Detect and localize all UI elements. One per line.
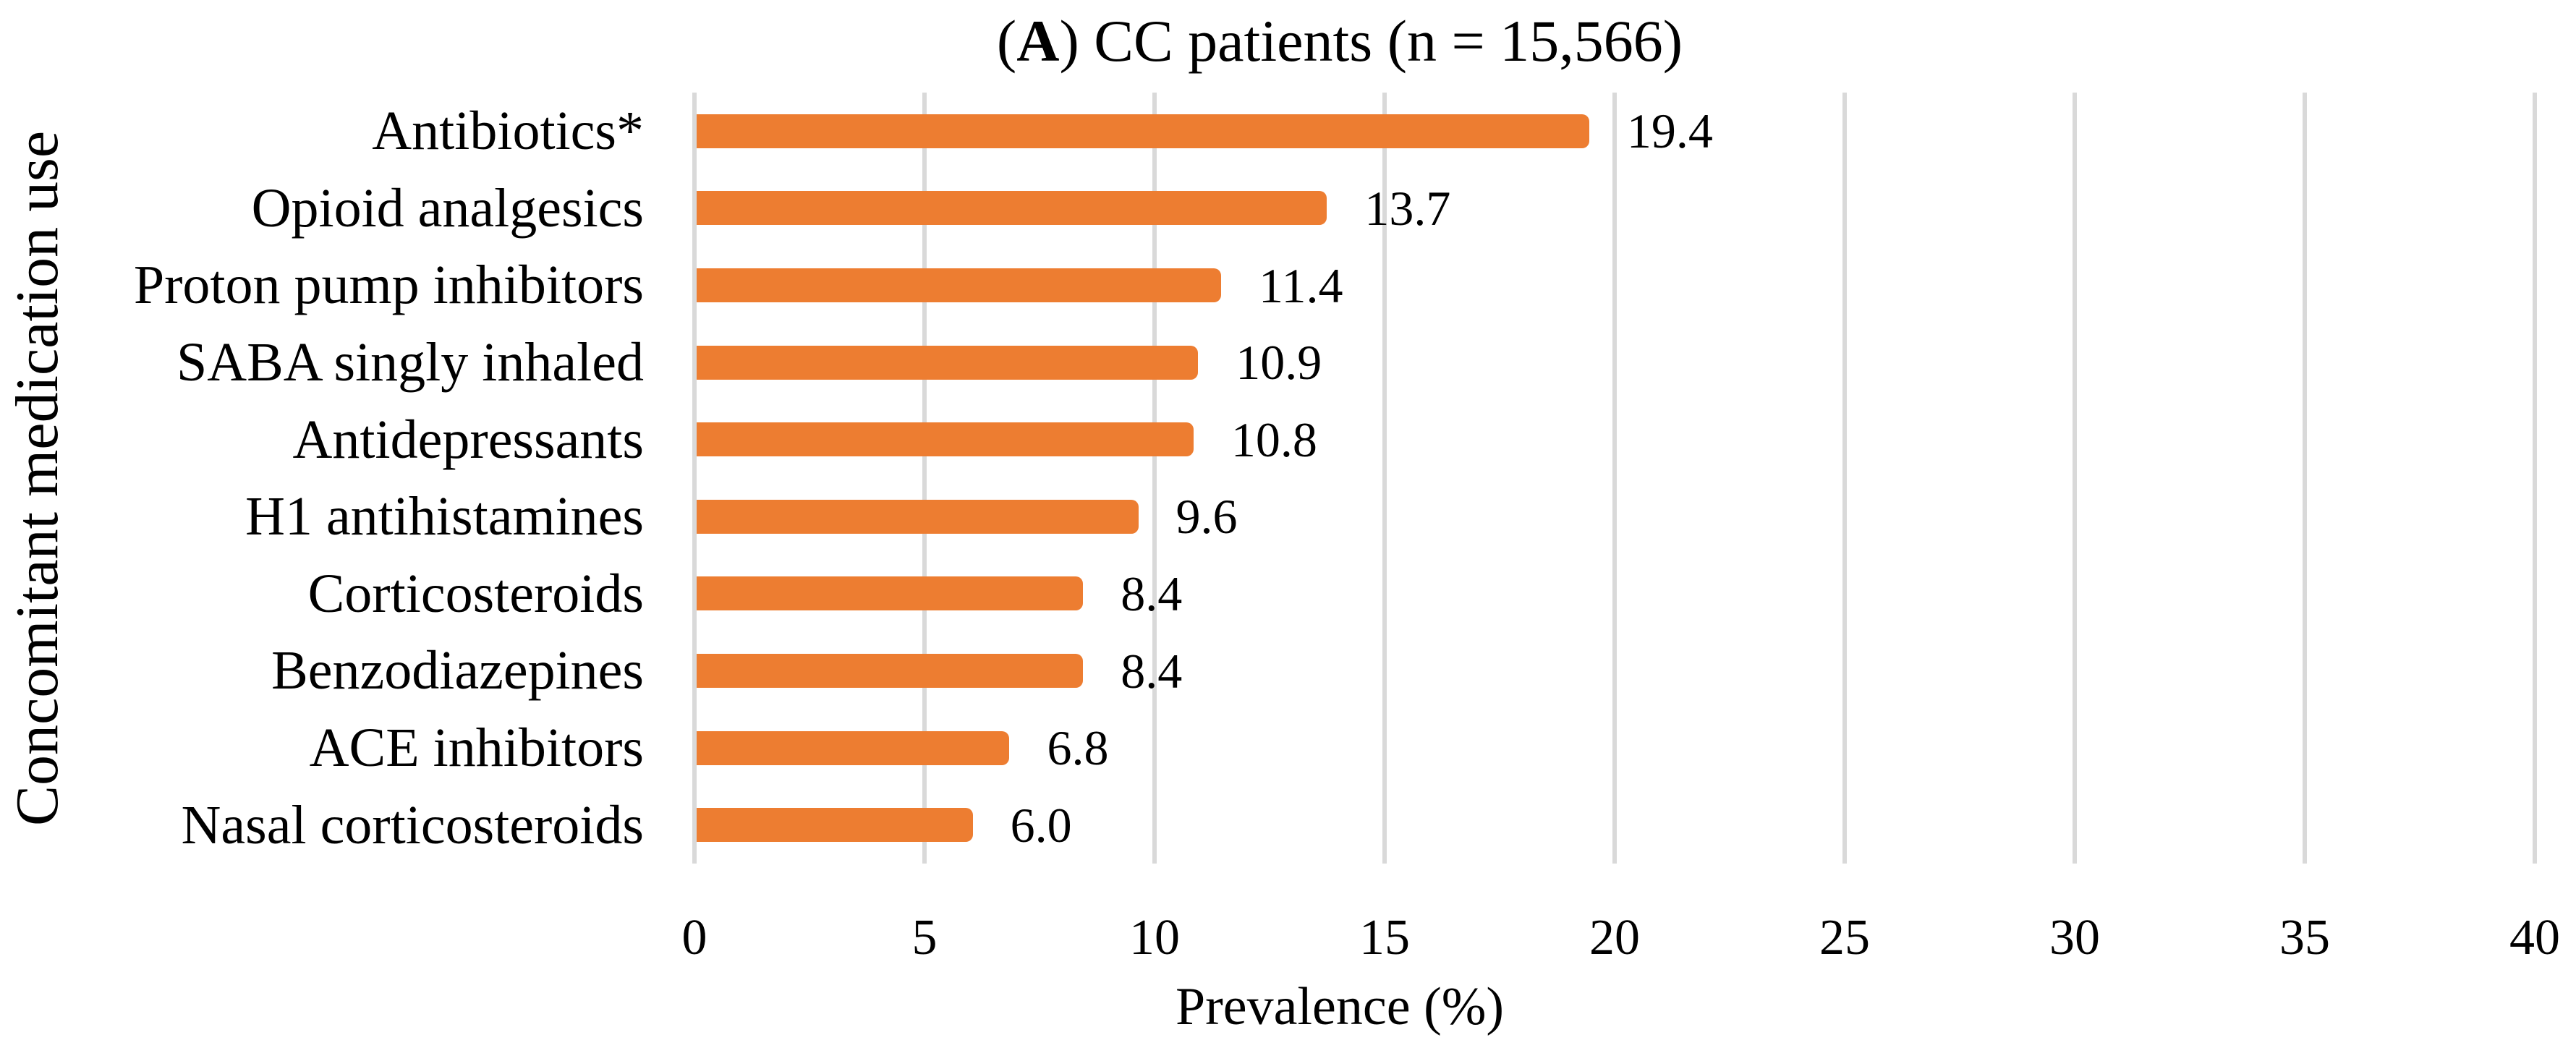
- bar-value-label: 6.8: [1047, 720, 1109, 776]
- chart-title: (A) CC patients (n = 15,566): [145, 8, 2535, 74]
- category-label: SABA singly inhaled: [176, 332, 644, 393]
- bar: [697, 808, 973, 843]
- bar: [697, 345, 1199, 380]
- bar-value-label: 10.9: [1236, 335, 1322, 391]
- x-tick-label: 25: [1819, 910, 1870, 966]
- bar: [697, 730, 1010, 765]
- chart-title-prefix: (: [996, 8, 1017, 74]
- bar-value-label: 19.4: [1626, 103, 1713, 159]
- bar: [697, 422, 1194, 457]
- category-label: Nasal corticosteroids: [181, 794, 644, 856]
- gridline: [1612, 93, 1617, 864]
- bar-value-label: 9.6: [1176, 489, 1238, 545]
- gridline: [692, 93, 697, 864]
- category-label: Benzodiazepines: [271, 640, 644, 702]
- x-tick-label: 40: [2509, 910, 2560, 966]
- category-label: Opioid analgesics: [251, 177, 644, 239]
- chart-title-suffix: ) CC patients (n = 15,566): [1059, 8, 1683, 74]
- plot-area: 19.4 13.7 11.4 10.9 10.8 9.6 8.4 8.4 6.8 6.0: [692, 93, 2537, 864]
- x-tick-label: 30: [2049, 910, 2100, 966]
- x-tick-label: 0: [681, 910, 707, 966]
- chart-title-panel-letter: A: [1016, 8, 1060, 74]
- gridline: [1382, 93, 1387, 864]
- x-tick-label: 5: [911, 910, 938, 966]
- x-tick-label: 20: [1589, 910, 1640, 966]
- bar: [697, 499, 1139, 534]
- bar-value-label: 8.4: [1121, 643, 1183, 699]
- bar: [697, 268, 1222, 302]
- category-label: Corticosteroids: [307, 563, 644, 624]
- x-tick-label: 35: [2279, 910, 2330, 966]
- bar-value-label: 6.0: [1010, 797, 1072, 853]
- category-label: Antidepressants: [292, 409, 644, 470]
- bar: [697, 191, 1327, 226]
- bar: [697, 654, 1084, 688]
- bar-value-label: 11.4: [1259, 257, 1343, 313]
- gridline: [2073, 93, 2077, 864]
- category-label: Antibiotics*: [372, 101, 644, 162]
- category-label: ACE inhibitors: [309, 717, 644, 779]
- bar-value-label: 10.8: [1230, 412, 1317, 467]
- gridline: [1842, 93, 1847, 864]
- x-axis-ticks: 0 5 10 15 20 25 30 35 40: [682, 910, 2561, 975]
- category-label: Proton pump inhibitors: [133, 255, 644, 316]
- bar: [697, 576, 1084, 611]
- x-tick-label: 15: [1359, 910, 1410, 966]
- x-axis-title: Prevalence (%): [1175, 977, 1504, 1036]
- x-tick-label: 10: [1129, 910, 1180, 966]
- bar-value-label: 13.7: [1364, 180, 1451, 236]
- gridline: [2303, 93, 2307, 864]
- category-axis: Antibiotics* Opioid analgesics Proton pump…: [0, 93, 694, 864]
- gridline: [922, 93, 927, 864]
- gridline: [1152, 93, 1157, 864]
- category-label: H1 antihistamines: [245, 486, 644, 547]
- bar: [697, 114, 1589, 148]
- gridline: [2533, 93, 2537, 864]
- bar-value-label: 8.4: [1121, 566, 1183, 621]
